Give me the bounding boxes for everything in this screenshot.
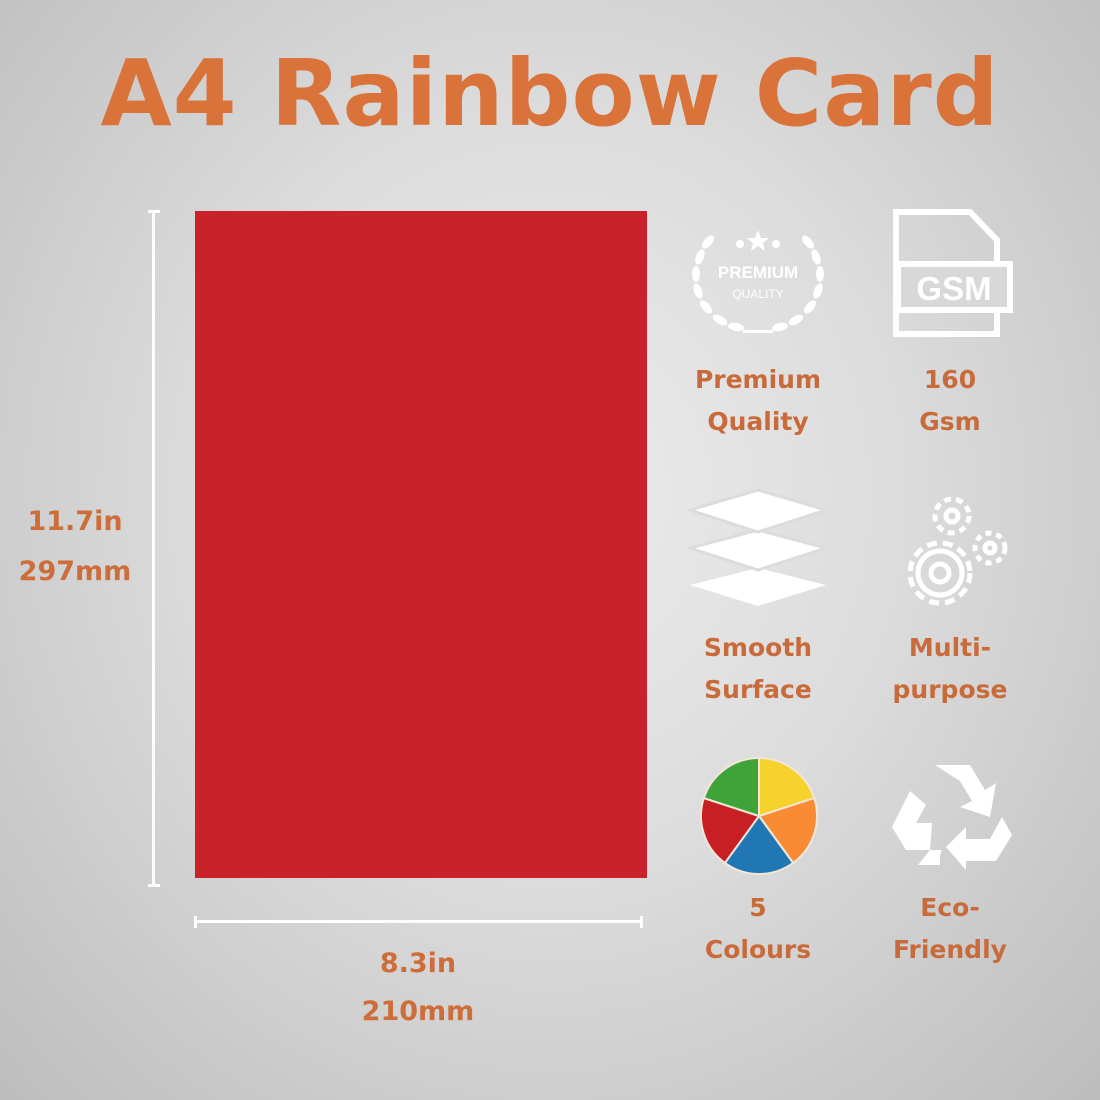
pie-slice (723, 814, 795, 875)
feature-label-line1: 160 (923, 365, 977, 394)
pie-slice (702, 756, 760, 818)
pie-slice (700, 796, 761, 865)
pie-slice (758, 756, 816, 818)
height-dimension-line (152, 211, 155, 886)
gsm-icon-text: GSM (916, 270, 991, 307)
feature-label-line1: Premium (694, 365, 822, 394)
feature-label-line1: Smooth (703, 633, 813, 662)
width-dimension-line (195, 920, 643, 923)
red-card-sheet (195, 211, 647, 878)
feature-label-line1: Eco- (920, 893, 980, 922)
page-title: A4 Rainbow Card (100, 40, 1000, 147)
feature-label-line2: Quality (707, 407, 809, 436)
feature-label-line1: Multi- (908, 633, 992, 662)
height-mm: 297mm (18, 556, 132, 587)
feature-label-line2: Surface (704, 675, 812, 704)
layers-icon (688, 488, 828, 606)
pie-slice (757, 796, 818, 865)
badge-text-premium: PREMIUM (718, 263, 798, 282)
feature-label-line2: Friendly (893, 935, 1007, 964)
height-dimension-cap (148, 210, 160, 213)
feature-label-line2: Colours (704, 935, 812, 964)
height-inches: 11.7in (27, 506, 123, 537)
feature-label-line1: 5 (749, 893, 767, 922)
width-mm: 210mm (361, 996, 475, 1027)
width-dimension-cap (194, 916, 197, 928)
feature-label-line2: purpose (892, 675, 1008, 704)
color-pie-icon (700, 756, 818, 875)
height-dimension-cap (148, 884, 160, 887)
badge-text-quality: QUALITY (732, 287, 783, 301)
recycle-icon (892, 765, 1012, 870)
gsm-file-icon: GSM (893, 209, 1013, 337)
width-inches: 8.3in (379, 948, 457, 979)
feature-label-line2: Gsm (919, 407, 981, 436)
gears-icon (907, 496, 1008, 606)
premium-quality-badge-icon: PREMIUM QUALITY (692, 230, 825, 333)
width-dimension-cap (640, 916, 643, 928)
